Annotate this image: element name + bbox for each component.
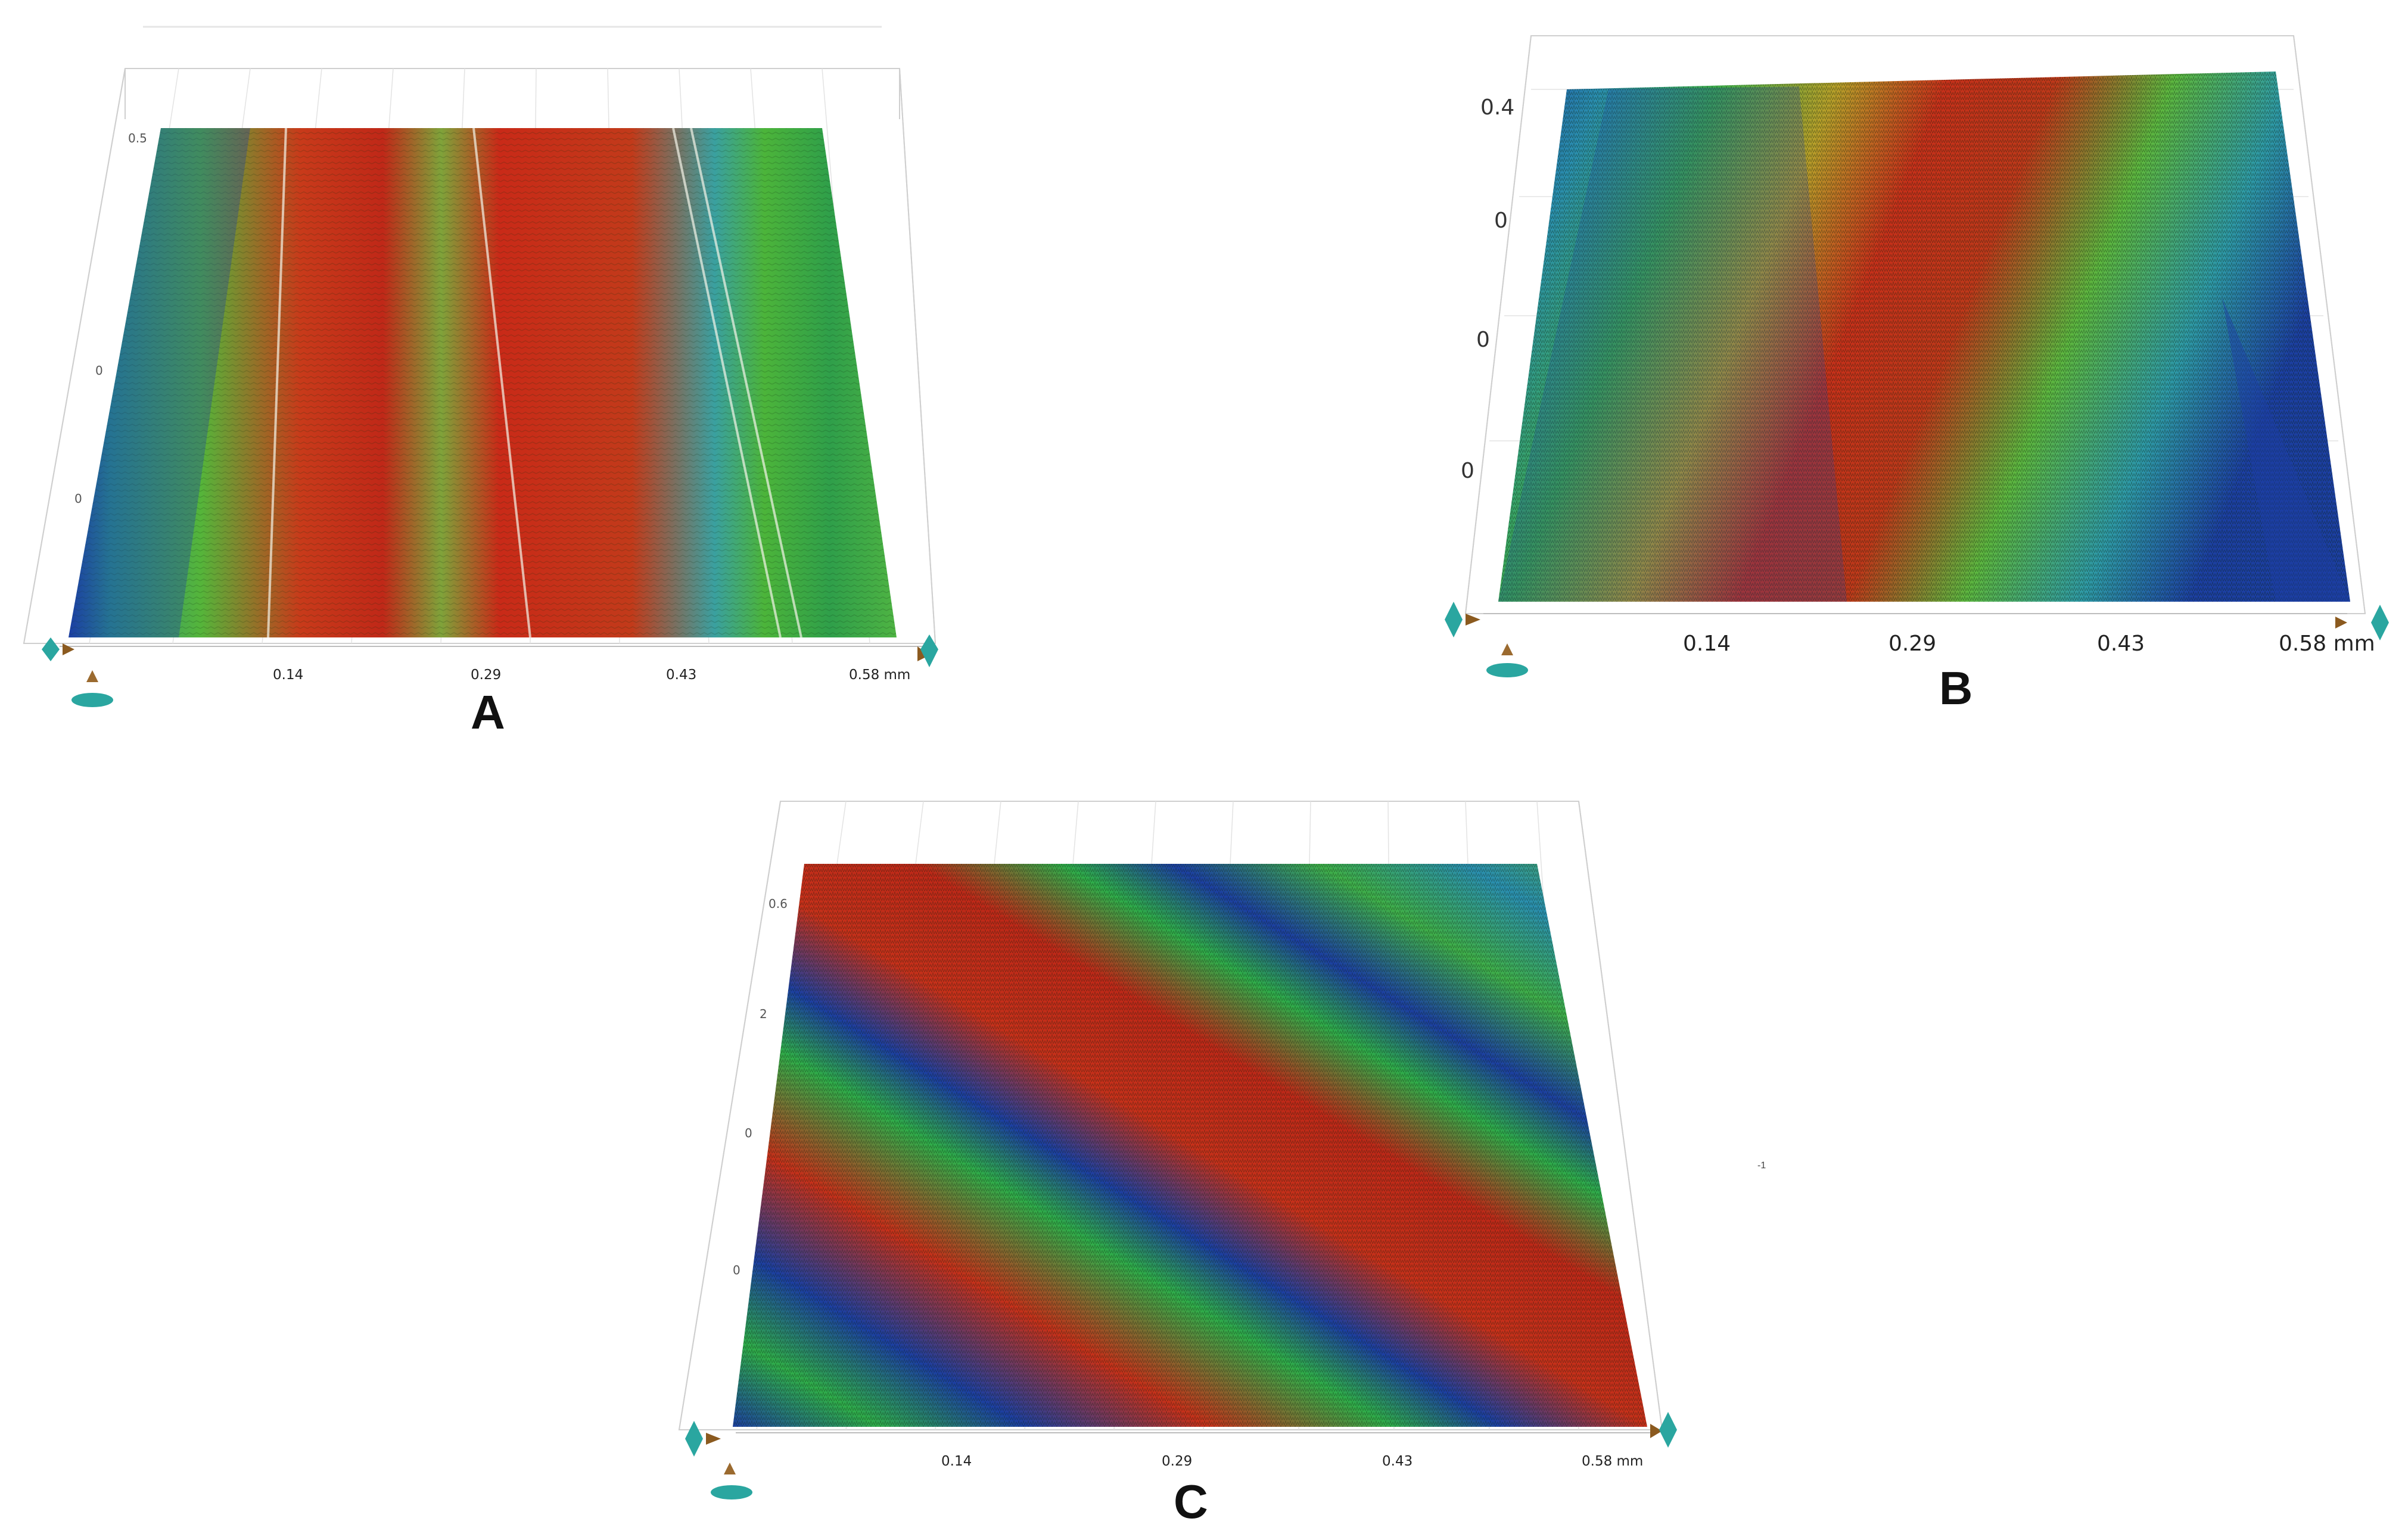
surface-panel-b: 0.4 0 0 0 0.14 0.29 0.43 0.58 mm B — [1430, 0, 2405, 745]
x-tick-a-4: 0.58 mm — [849, 667, 911, 683]
side-label-c-1: 0.6 — [769, 897, 788, 911]
x-tick-a-2: 0.29 — [471, 667, 502, 683]
x-tick-b-4: 0.58 mm — [2279, 631, 2375, 656]
side-label-b-3: 0 — [1476, 328, 1490, 352]
x-tick-c-2: 0.29 — [1162, 1454, 1193, 1469]
panel-label-c: C — [1174, 1475, 1208, 1528]
side-label-c-3: 0 — [745, 1126, 752, 1140]
side-label-a-2: 0 — [95, 363, 103, 378]
x-tick-b-1: 0.14 — [1683, 631, 1731, 656]
x-tick-b-3: 0.43 — [2097, 631, 2145, 656]
x-tick-c-4: 0.58 mm — [1582, 1454, 1644, 1469]
surface-plot-a — [23, 26, 938, 707]
axis-gizmo-icon — [685, 1412, 1677, 1499]
x-tick-b-2: 0.29 — [1888, 631, 1937, 656]
surface-panel-a: 0.5 0 0 0.14 0.29 0.43 0.58 mm A — [0, 0, 965, 763]
axis-gizmo-icon — [1445, 602, 2389, 677]
x-tick-a-3: 0.43 — [666, 667, 697, 683]
side-label-c-2: 2 — [760, 1007, 767, 1021]
x-tick-c-1: 0.14 — [941, 1454, 972, 1469]
stray-mark: -1 — [1757, 1161, 1766, 1171]
side-label-b-4: 0 — [1461, 459, 1474, 483]
surface-plot-c — [678, 801, 1677, 1499]
side-label-b-1: 0.4 — [1480, 95, 1515, 120]
axis-gizmo-icon — [42, 634, 938, 707]
x-tick-a-1: 0.14 — [273, 667, 304, 683]
side-label-c-4: 0 — [733, 1263, 741, 1277]
side-label-b-2: 0 — [1494, 209, 1508, 233]
side-label-a-1: 0.5 — [128, 131, 147, 145]
panel-label-a: A — [471, 686, 505, 739]
side-label-a-3: 0 — [74, 491, 82, 506]
surface-panel-c: 0.6 2 0 0 0.14 0.29 0.43 0.58 mm C — [655, 786, 1728, 1540]
x-tick-c-3: 0.43 — [1382, 1454, 1413, 1469]
surface-plot-b — [1445, 35, 2389, 677]
panel-label-b: B — [1939, 662, 1973, 714]
